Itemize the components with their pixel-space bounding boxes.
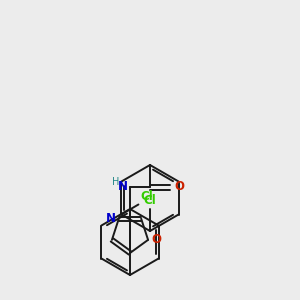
Text: O: O — [151, 233, 161, 246]
Text: O: O — [174, 181, 184, 194]
Text: Cl: Cl — [144, 194, 156, 207]
Text: Cl: Cl — [140, 190, 153, 202]
Text: N: N — [106, 212, 116, 225]
Text: H: H — [112, 177, 120, 187]
Text: N: N — [118, 181, 128, 194]
